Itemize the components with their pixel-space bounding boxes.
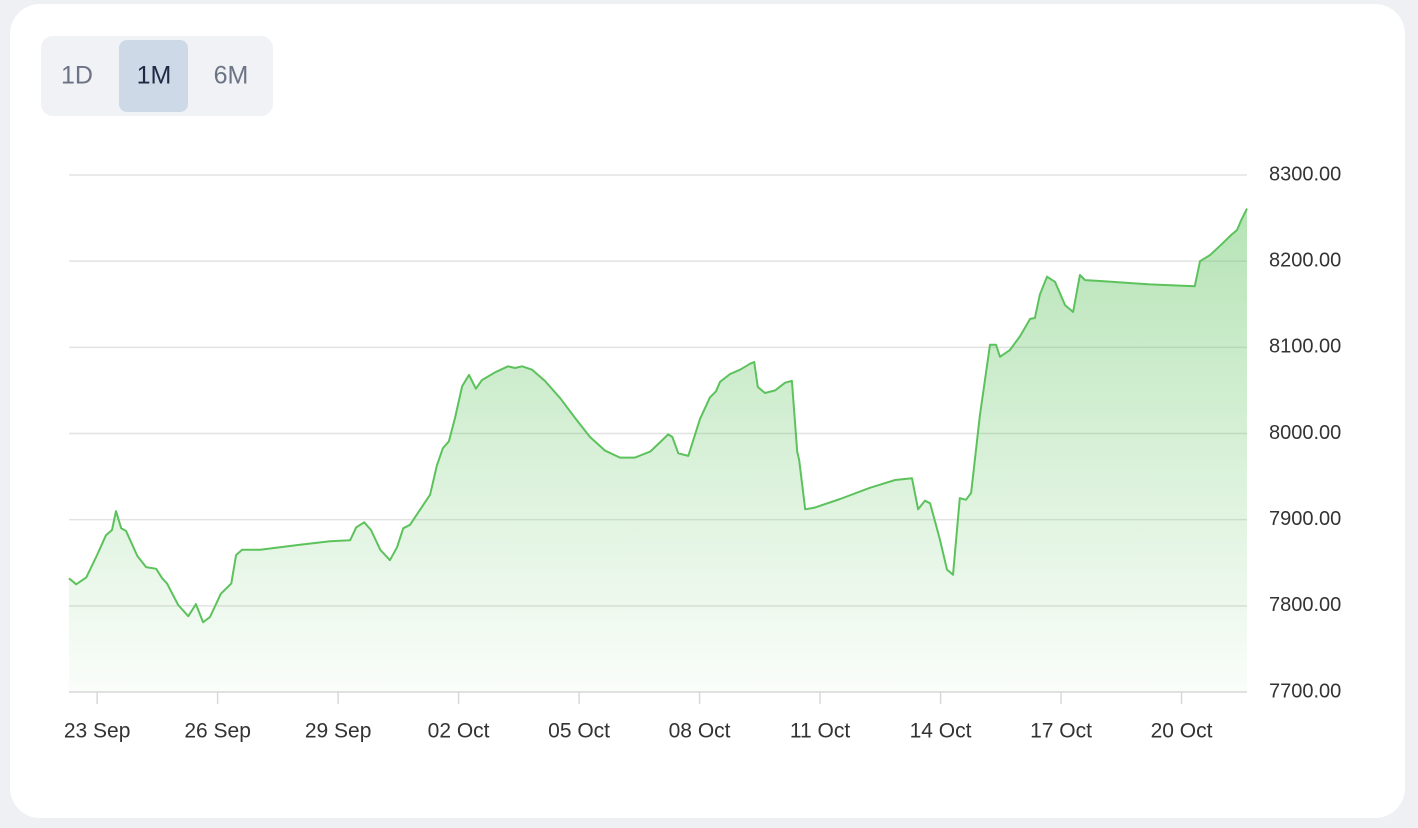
y-tick-label: 8200.00: [1269, 249, 1341, 271]
y-tick-label: 7900.00: [1269, 508, 1341, 530]
x-tick-label: 11 Oct: [790, 720, 850, 743]
x-tick-label: 17 Oct: [1030, 720, 1092, 743]
x-tick-label: 02 Oct: [428, 720, 490, 743]
y-tick-label: 8100.00: [1269, 336, 1341, 358]
y-tick-label: 7700.00: [1269, 680, 1341, 702]
y-tick-label: 7800.00: [1269, 594, 1341, 616]
selected-highlight: [119, 40, 188, 112]
x-tick-label: 14 Oct: [910, 720, 972, 743]
x-tick-label: 29 Sep: [305, 720, 372, 743]
x-tick-label: 26 Sep: [184, 720, 251, 743]
x-tick-label: 05 Oct: [548, 720, 610, 743]
range-button[interactable]: 1D: [61, 62, 93, 90]
y-tick-label: 8000.00: [1269, 422, 1341, 444]
range-button[interactable]: 6M: [214, 62, 249, 90]
x-tick-label: 08 Oct: [669, 720, 731, 743]
y-tick-label: 8300.00: [1269, 163, 1341, 185]
x-tick-label: 23 Sep: [64, 720, 131, 743]
x-tick-label: 20 Oct: [1151, 720, 1213, 743]
range-button[interactable]: 1M: [137, 62, 172, 90]
price-line: [68, 208, 1248, 624]
area-fill: [69, 208, 1247, 692]
